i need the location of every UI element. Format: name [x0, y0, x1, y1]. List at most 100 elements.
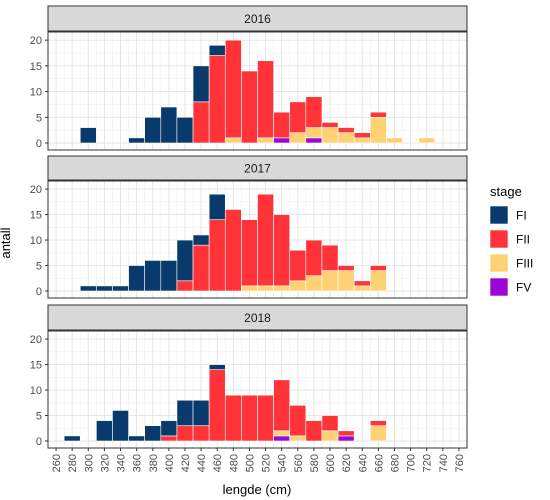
bar-FI [160, 420, 178, 437]
y-tick-label: 0 [36, 138, 42, 150]
bar-FII [273, 379, 291, 432]
x-axis-ticks: 260 280 300 320 340 360 380 400 420 440 460 480 500 5… [51, 448, 466, 472]
bar-FII [208, 369, 226, 442]
bar-FII [370, 420, 387, 427]
bar-FII [305, 239, 323, 277]
bar-FII [321, 122, 339, 128]
legend-label: FIII [516, 257, 533, 271]
bar-FIII [370, 425, 387, 442]
legend-key-FV [489, 277, 509, 297]
legend-label: FII [516, 233, 530, 247]
x-tick-label: 600 [325, 454, 337, 472]
bar-FIII [370, 270, 387, 292]
x-tick-label: 340 [116, 454, 128, 472]
x-tick-label: 620 [341, 454, 353, 472]
bar-FII [353, 132, 371, 139]
bar-FII [257, 193, 274, 287]
legend-key-FIII [489, 253, 509, 273]
bar-FII [257, 394, 274, 442]
facet-strip [47, 5, 468, 32]
x-tick-label: 360 [132, 454, 144, 472]
facet-panel: 2017 0 5 10 15 20 [30, 155, 468, 299]
panel-border [47, 180, 468, 299]
x-tick-label: 580 [309, 454, 321, 472]
bar-FIII [289, 280, 307, 292]
facet-panel: 2016 0 5 10 15 20 [30, 5, 468, 151]
bar-FII [353, 280, 371, 287]
facet-panel: 2018 0 5 10 15 20 [30, 304, 468, 449]
facets: 2016 0 5 10 15 20 2017 0 5 10 15 20 2018 0 5 10 15 20 [30, 5, 468, 449]
bar-FI [144, 425, 162, 442]
bar-FIII [386, 137, 403, 144]
bar-FI [128, 265, 145, 292]
facet-strip-label: 2016 [244, 12, 271, 26]
bar-FI [96, 285, 113, 292]
x-tick-label: 540 [277, 454, 289, 472]
bar-FII [241, 394, 258, 442]
x-tick-label: 480 [228, 454, 240, 472]
bar-FII [289, 405, 307, 437]
x-tick-label: 380 [148, 454, 160, 472]
bar-FI [96, 420, 113, 442]
bar-FIII [273, 285, 291, 292]
bar-FIII [321, 430, 339, 442]
bar-FIII [289, 132, 307, 144]
bar-FIII [337, 270, 355, 292]
bar-FIII [321, 270, 339, 292]
bar-FIII [257, 285, 274, 292]
bar-FI [112, 285, 129, 292]
bar-FII [160, 435, 178, 442]
legend-key-FI [489, 205, 509, 225]
bar-FII [305, 96, 323, 128]
bar-FII [192, 101, 210, 144]
y-tick-label: 15 [30, 210, 42, 222]
x-tick-label: 660 [373, 454, 385, 472]
bar-FII [192, 244, 210, 292]
facet-strip [47, 155, 468, 181]
x-tick-label: 320 [99, 454, 111, 472]
bar-FII [241, 219, 258, 287]
bar-FI [176, 399, 194, 427]
bar-FII [241, 70, 258, 144]
x-tick-label: 280 [67, 454, 79, 472]
x-axis-title: lengde (cm) [223, 482, 292, 497]
bar-FII [224, 394, 242, 442]
bar-FI [208, 44, 226, 56]
bar-FI [112, 410, 129, 442]
x-tick-label: 260 [51, 454, 63, 472]
bar-FI [63, 435, 81, 442]
bar-FII [370, 111, 387, 118]
legend: stage FI FII FIII FV [489, 184, 533, 297]
bar-FII [321, 244, 339, 271]
bar-FI [128, 137, 145, 144]
legend-key-FII [489, 229, 509, 249]
bar-FI [176, 239, 194, 282]
bar-FIII [353, 285, 371, 292]
bar-FII [273, 214, 291, 287]
bar-FIII [305, 275, 323, 292]
bar-FI [192, 65, 210, 103]
legend-label: FV [516, 281, 531, 295]
y-tick-label: 5 [36, 112, 42, 124]
bar-FI [176, 116, 194, 144]
y-tick-label: 20 [30, 334, 42, 346]
bar-FI [192, 234, 210, 246]
bar-FV [273, 137, 291, 144]
bar-FIII [289, 435, 307, 442]
bar-FI [128, 435, 145, 442]
x-tick-label: 560 [293, 454, 305, 472]
bar-FI [144, 116, 162, 144]
y-tick-label: 20 [30, 35, 42, 47]
bar-FII [337, 265, 355, 271]
bar-FI [192, 399, 210, 427]
bar-FII [370, 265, 387, 271]
bar-FII [273, 111, 291, 139]
bar-FIII [321, 127, 339, 144]
bar-FI [79, 285, 97, 292]
bar-FIII [353, 137, 371, 144]
bar-FI [79, 127, 97, 144]
x-tick-label: 440 [196, 454, 208, 472]
x-tick-label: 760 [454, 454, 466, 472]
bar-FIII [224, 137, 242, 144]
